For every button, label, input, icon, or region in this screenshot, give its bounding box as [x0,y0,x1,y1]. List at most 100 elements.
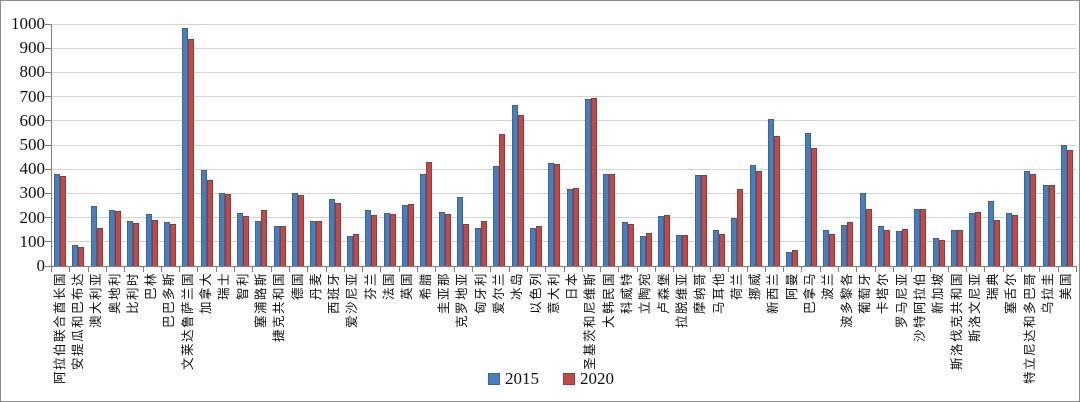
y-axis-tick [45,23,51,25]
bar-2020 [60,176,67,266]
bar-2020 [407,204,414,266]
x-axis-label-text: 卢森堡 [656,272,671,315]
x-axis-label-text: 罗马尼亚 [894,272,909,329]
x-axis-tick [435,267,437,272]
y-axis-label: 900 [19,38,46,58]
x-axis-tick [124,267,126,272]
legend-swatch-2020 [563,373,575,385]
bar-2015 [914,209,921,266]
bar-2015 [822,230,829,266]
x-axis-line [51,266,1077,267]
gridline [51,217,1076,219]
x-axis-tick [892,267,894,272]
x-axis-tick [966,267,968,272]
bar-2020 [481,221,488,266]
x-axis-label-text: 卡塔尔 [876,272,891,315]
y-axis-tick [45,241,51,243]
x-axis-label-text: 安提瓜和巴布达 [70,272,85,371]
bar-2015 [200,170,207,266]
bar-2020 [1048,185,1055,266]
bar-2015 [584,99,591,266]
x-axis-label-text: 斯洛文尼亚 [967,272,982,343]
bar-2020 [78,247,85,266]
x-axis-tick [1076,267,1077,272]
bar-2015 [109,210,116,266]
x-axis-label-text: 西班牙 [327,272,342,315]
bar-2020 [206,180,213,266]
gridline [51,144,1076,146]
x-axis-tick [709,267,711,272]
bar-2015 [493,166,500,266]
bar-2015 [420,174,427,266]
bar-2015 [255,221,262,266]
y-axis-label: 400 [19,159,46,179]
x-axis-label-text: 立陶宛 [638,272,653,315]
bar-2020 [1011,215,1018,266]
x-axis-label-text: 巴林 [144,272,159,301]
legend-item-2020: 2020 [563,369,614,389]
x-axis-tick [746,267,748,272]
bar-2020 [682,235,689,266]
gridline [51,23,1076,25]
bar-2015 [456,197,463,266]
bar-2015 [841,225,848,266]
x-axis-label-text: 圭亚那 [437,272,452,315]
x-axis-label-text: 法国 [382,272,397,301]
x-axis-tick [252,267,254,272]
x-axis-tick [288,267,290,272]
x-axis-label-text: 塞浦路斯 [253,272,268,329]
bar-2020 [115,211,122,266]
bar-2015 [859,193,866,266]
x-axis-tick [490,267,492,272]
bar-2015 [694,175,701,266]
x-axis-tick [142,267,144,272]
y-axis-tick [45,96,51,98]
bar-2015 [218,193,225,266]
bar-2015 [1024,171,1031,266]
bar-2020 [536,226,543,266]
bar-2015 [603,174,610,266]
legend-item-2015: 2015 [488,369,539,389]
x-axis-label-text: 斯洛伐克共和国 [949,272,964,371]
bar-2020 [957,230,964,266]
bar-2020 [96,228,103,266]
bar-2015 [273,226,280,266]
x-axis-tick [691,267,693,272]
bar-2020 [920,209,927,266]
y-axis-line [51,24,52,266]
bar-2015 [804,133,811,266]
x-axis-tick [343,267,345,272]
bar-2015 [786,252,793,266]
bar-2015 [365,210,372,266]
x-axis-tick [929,267,931,272]
x-axis-label-text: 智利 [235,272,250,301]
x-axis-label-text: 芬兰 [363,272,378,301]
x-axis-label-text: 美国 [1059,272,1074,301]
x-axis-label-text: 捷克共和国 [272,272,287,343]
x-axis-tick [398,267,400,272]
bar-2020 [279,226,286,266]
x-axis-tick [600,267,602,272]
y-axis-tick [45,265,51,267]
x-axis-label-text: 英国 [400,272,415,301]
bar-2015 [347,236,353,266]
bar-2020 [700,175,707,266]
bar-2020 [389,214,396,266]
x-axis-label-text: 葡萄牙 [858,272,872,315]
bar-2015 [969,213,976,266]
bar-2020 [664,215,671,266]
bar-2020 [499,134,506,266]
y-axis-tick [45,71,51,73]
gridline [51,241,1076,243]
legend-swatch-2015 [488,373,500,385]
gridline [51,47,1076,49]
x-axis-label-text: 荷兰 [729,272,744,301]
x-axis-label-text: 爱沙尼亚 [345,272,360,329]
x-axis-label-text: 新加坡 [931,272,946,315]
bar-2020 [353,234,359,266]
bar-2015 [182,28,189,266]
y-axis-tick [45,47,51,49]
x-axis-label-text: 文莱达鲁萨兰国 [180,272,195,371]
bar-2020 [151,220,158,266]
